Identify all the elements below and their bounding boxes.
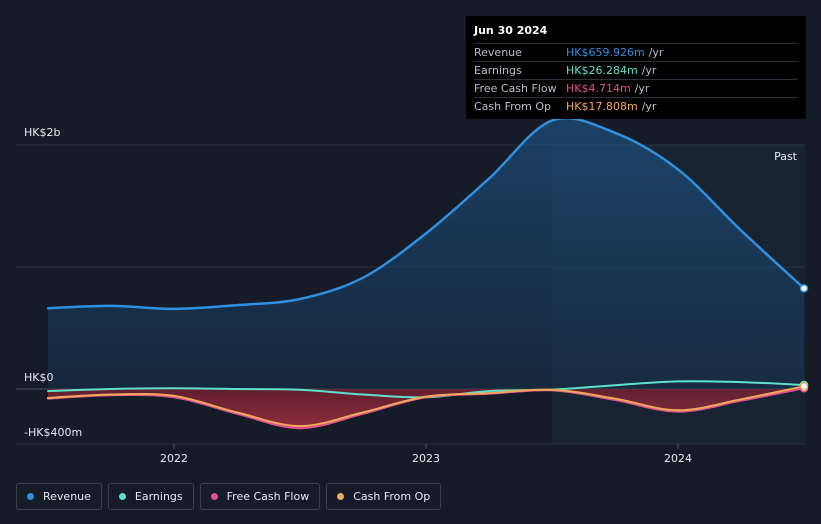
cash-from-op-end-point	[799, 382, 809, 391]
y-tick-label: HK$0	[24, 371, 53, 384]
legend-item-cash-from-op[interactable]: Cash From Op	[326, 483, 442, 510]
revenue-end-point	[799, 284, 809, 293]
y-tick-label: HK$2b	[24, 126, 60, 139]
legend-label: Cash From Op	[353, 490, 431, 503]
cash-from-op-line	[47, 385, 805, 428]
legend-dot-icon	[118, 493, 126, 500]
past-label: Past	[774, 150, 798, 163]
revenue-area	[48, 118, 804, 389]
series-end-points	[799, 284, 809, 393]
tooltip-row-earnings: Earnings HK$26.284m /yr	[474, 61, 798, 79]
tooltip-date: Jun 30 2024	[474, 24, 548, 37]
legend-label: Free Cash Flow	[226, 490, 310, 503]
legend: Revenue Earnings Free Cash Flow Cash Fro…	[16, 483, 442, 510]
tooltip-value: HK$659.926m	[566, 46, 645, 59]
revenue-line	[46, 116, 806, 311]
tooltip-row-cash-from-op: Cash From Op HK$17.808m /yr	[474, 97, 798, 115]
legend-item-free-cash-flow[interactable]: Free Cash Flow	[199, 483, 321, 510]
legend-item-revenue[interactable]: Revenue	[16, 483, 102, 510]
legend-dot-icon	[210, 493, 218, 500]
tooltip-unit: /yr	[641, 100, 657, 113]
y-tick-label: -HK$400m	[24, 426, 82, 439]
legend-dot-icon	[337, 493, 345, 500]
tooltip-unit: /yr	[641, 64, 657, 77]
x-axis-labels: 2022 2023 2024	[160, 444, 692, 465]
tooltip-label: Earnings	[474, 64, 522, 77]
tooltip-value: HK$17.808m	[566, 100, 638, 113]
x-tick-label: 2022	[160, 452, 188, 465]
legend-dot-icon	[27, 493, 34, 500]
tooltip: Jun 30 2024 Revenue HK$659.926m /yr Earn…	[466, 16, 806, 119]
x-tick-label: 2024	[664, 452, 692, 465]
tooltip-row-revenue: Revenue HK$659.926m /yr	[474, 43, 798, 61]
legend-item-earnings[interactable]: Earnings	[107, 483, 194, 510]
tooltip-unit: /yr	[634, 82, 650, 95]
tooltip-row-free-cash-flow: Free Cash Flow HK$4.714m /yr	[474, 79, 798, 97]
tooltip-value: HK$4.714m	[566, 82, 631, 95]
tooltip-label: Cash From Op	[474, 100, 552, 113]
tooltip-unit: /yr	[648, 46, 664, 59]
y-axis-labels: HK$2b HK$0 -HK$400m	[24, 126, 82, 439]
legend-label: Earnings	[134, 490, 183, 503]
tooltip-value: HK$26.284m	[566, 64, 638, 77]
x-tick-label: 2023	[412, 452, 440, 465]
tooltip-label: Free Cash Flow	[474, 82, 557, 95]
legend-label: Revenue	[43, 490, 91, 503]
series-lines	[46, 116, 806, 430]
tooltip-label: Revenue	[474, 46, 522, 59]
